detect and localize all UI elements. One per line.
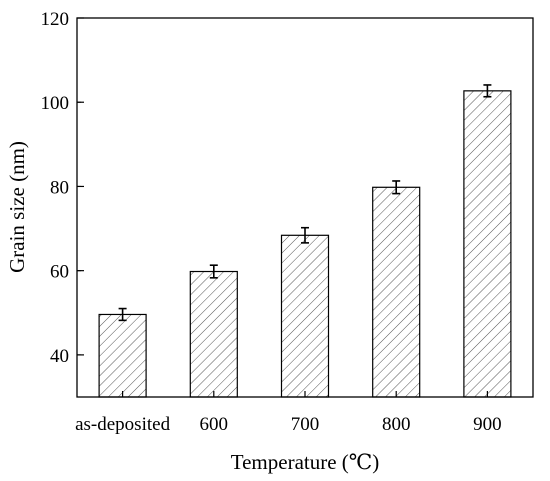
bar-600 — [189, 270, 238, 398]
x-tick-label-900: 900 — [473, 414, 502, 435]
error-bar-900 — [483, 84, 492, 98]
x-axis-title: Temperature (℃) — [231, 450, 380, 474]
x-axis: as-deposited 600 700 800 900 — [75, 391, 502, 435]
error-bar-700 — [301, 226, 309, 244]
y-tick-label-100: 100 — [41, 93, 70, 114]
y-tick-label-40: 40 — [50, 346, 69, 367]
x-tick-label-600: 600 — [200, 414, 229, 435]
y-tick-label-80: 80 — [50, 177, 69, 198]
x-tick-label-700: 700 — [291, 414, 320, 435]
error-bar-as-deposited — [118, 307, 127, 322]
error-bar-600 — [209, 264, 218, 279]
y-tick-label-120: 120 — [41, 9, 70, 30]
bar-900 — [463, 90, 512, 398]
error-bar-800 — [392, 180, 401, 195]
x-tick-label-800: 800 — [382, 414, 411, 435]
y-axis: 40 60 80 100 120 — [41, 9, 84, 367]
y-axis-title: Grain size (nm) — [5, 141, 29, 273]
bar-as-deposited — [98, 313, 147, 398]
y-tick-label-60: 60 — [50, 262, 69, 283]
error-bars-layer — [118, 84, 492, 322]
bar-800 — [372, 186, 421, 398]
bars-layer — [98, 90, 512, 398]
x-tick-label-as-deposited: as-deposited — [75, 414, 170, 435]
bar-700 — [280, 234, 330, 398]
